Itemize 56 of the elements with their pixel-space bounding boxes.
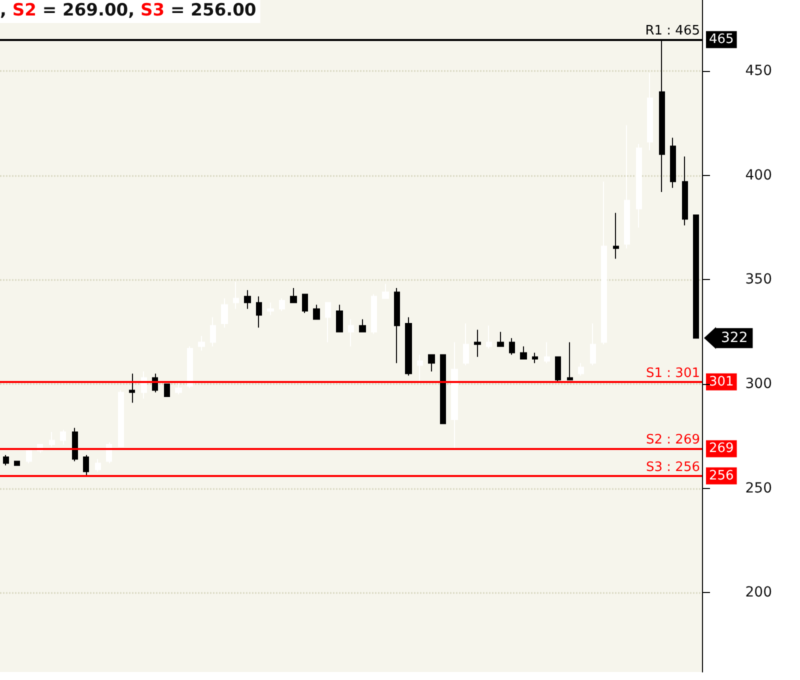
candlestick [497, 331, 504, 347]
y-tick-label: 400 [745, 167, 772, 184]
candlestick [624, 124, 630, 249]
chart-title: , S2 = 269.00, S3 = 256.00 [0, 0, 256, 20]
candlestick [164, 384, 170, 398]
ref-line-label: S1 : 301 [646, 366, 700, 381]
candlestick [244, 290, 251, 310]
candlestick [417, 354, 423, 384]
candlestick [14, 460, 20, 466]
candlestick [601, 181, 607, 345]
candlestick [428, 354, 435, 372]
candlestick [451, 342, 458, 450]
candlestick [520, 346, 527, 360]
candlestick [693, 214, 699, 339]
candlestick [440, 354, 446, 424]
candlestick [405, 316, 412, 376]
candlestick [290, 288, 297, 304]
y-tick-label: 300 [745, 376, 772, 392]
candlestick [175, 381, 182, 395]
candlestick [532, 352, 538, 364]
candlestick [72, 427, 78, 462]
candlestick [509, 338, 515, 356]
ref-line-label: S3 : 256 [646, 460, 700, 475]
text: 256 [709, 468, 734, 484]
candlestick [567, 342, 573, 380]
candlestick [636, 144, 642, 228]
candlestick [3, 454, 9, 466]
text: 269 [709, 441, 734, 456]
candlestick [670, 137, 676, 188]
candlestick [313, 304, 320, 320]
candlestick [555, 356, 561, 382]
candlestick [336, 304, 343, 332]
candlestick [26, 448, 32, 464]
candlestick [359, 318, 366, 332]
y-tick-label: 450 [745, 62, 772, 79]
y-tick-label: 200 [745, 584, 772, 601]
candlestick [613, 212, 619, 260]
ref-line-label: R1 : 465 [645, 24, 700, 39]
candlestick [256, 296, 262, 328]
ref-line-label: S2 : 269 [646, 432, 700, 448]
candlestick [302, 294, 308, 314]
candlestick [129, 373, 135, 404]
candlestick [49, 432, 55, 448]
candlestick [647, 72, 653, 151]
text: 301 [709, 374, 734, 390]
text: 322 [721, 330, 748, 346]
candlestick [187, 346, 193, 389]
candlestick [394, 288, 400, 364]
candlestick [682, 156, 688, 226]
candlestick [233, 281, 239, 310]
candlestick [118, 390, 124, 448]
candlestick [474, 329, 481, 358]
y-tick-label: 350 [745, 272, 772, 288]
y-tick-label: 250 [745, 480, 772, 496]
text: 465 [709, 32, 734, 48]
candlestick [83, 454, 89, 476]
